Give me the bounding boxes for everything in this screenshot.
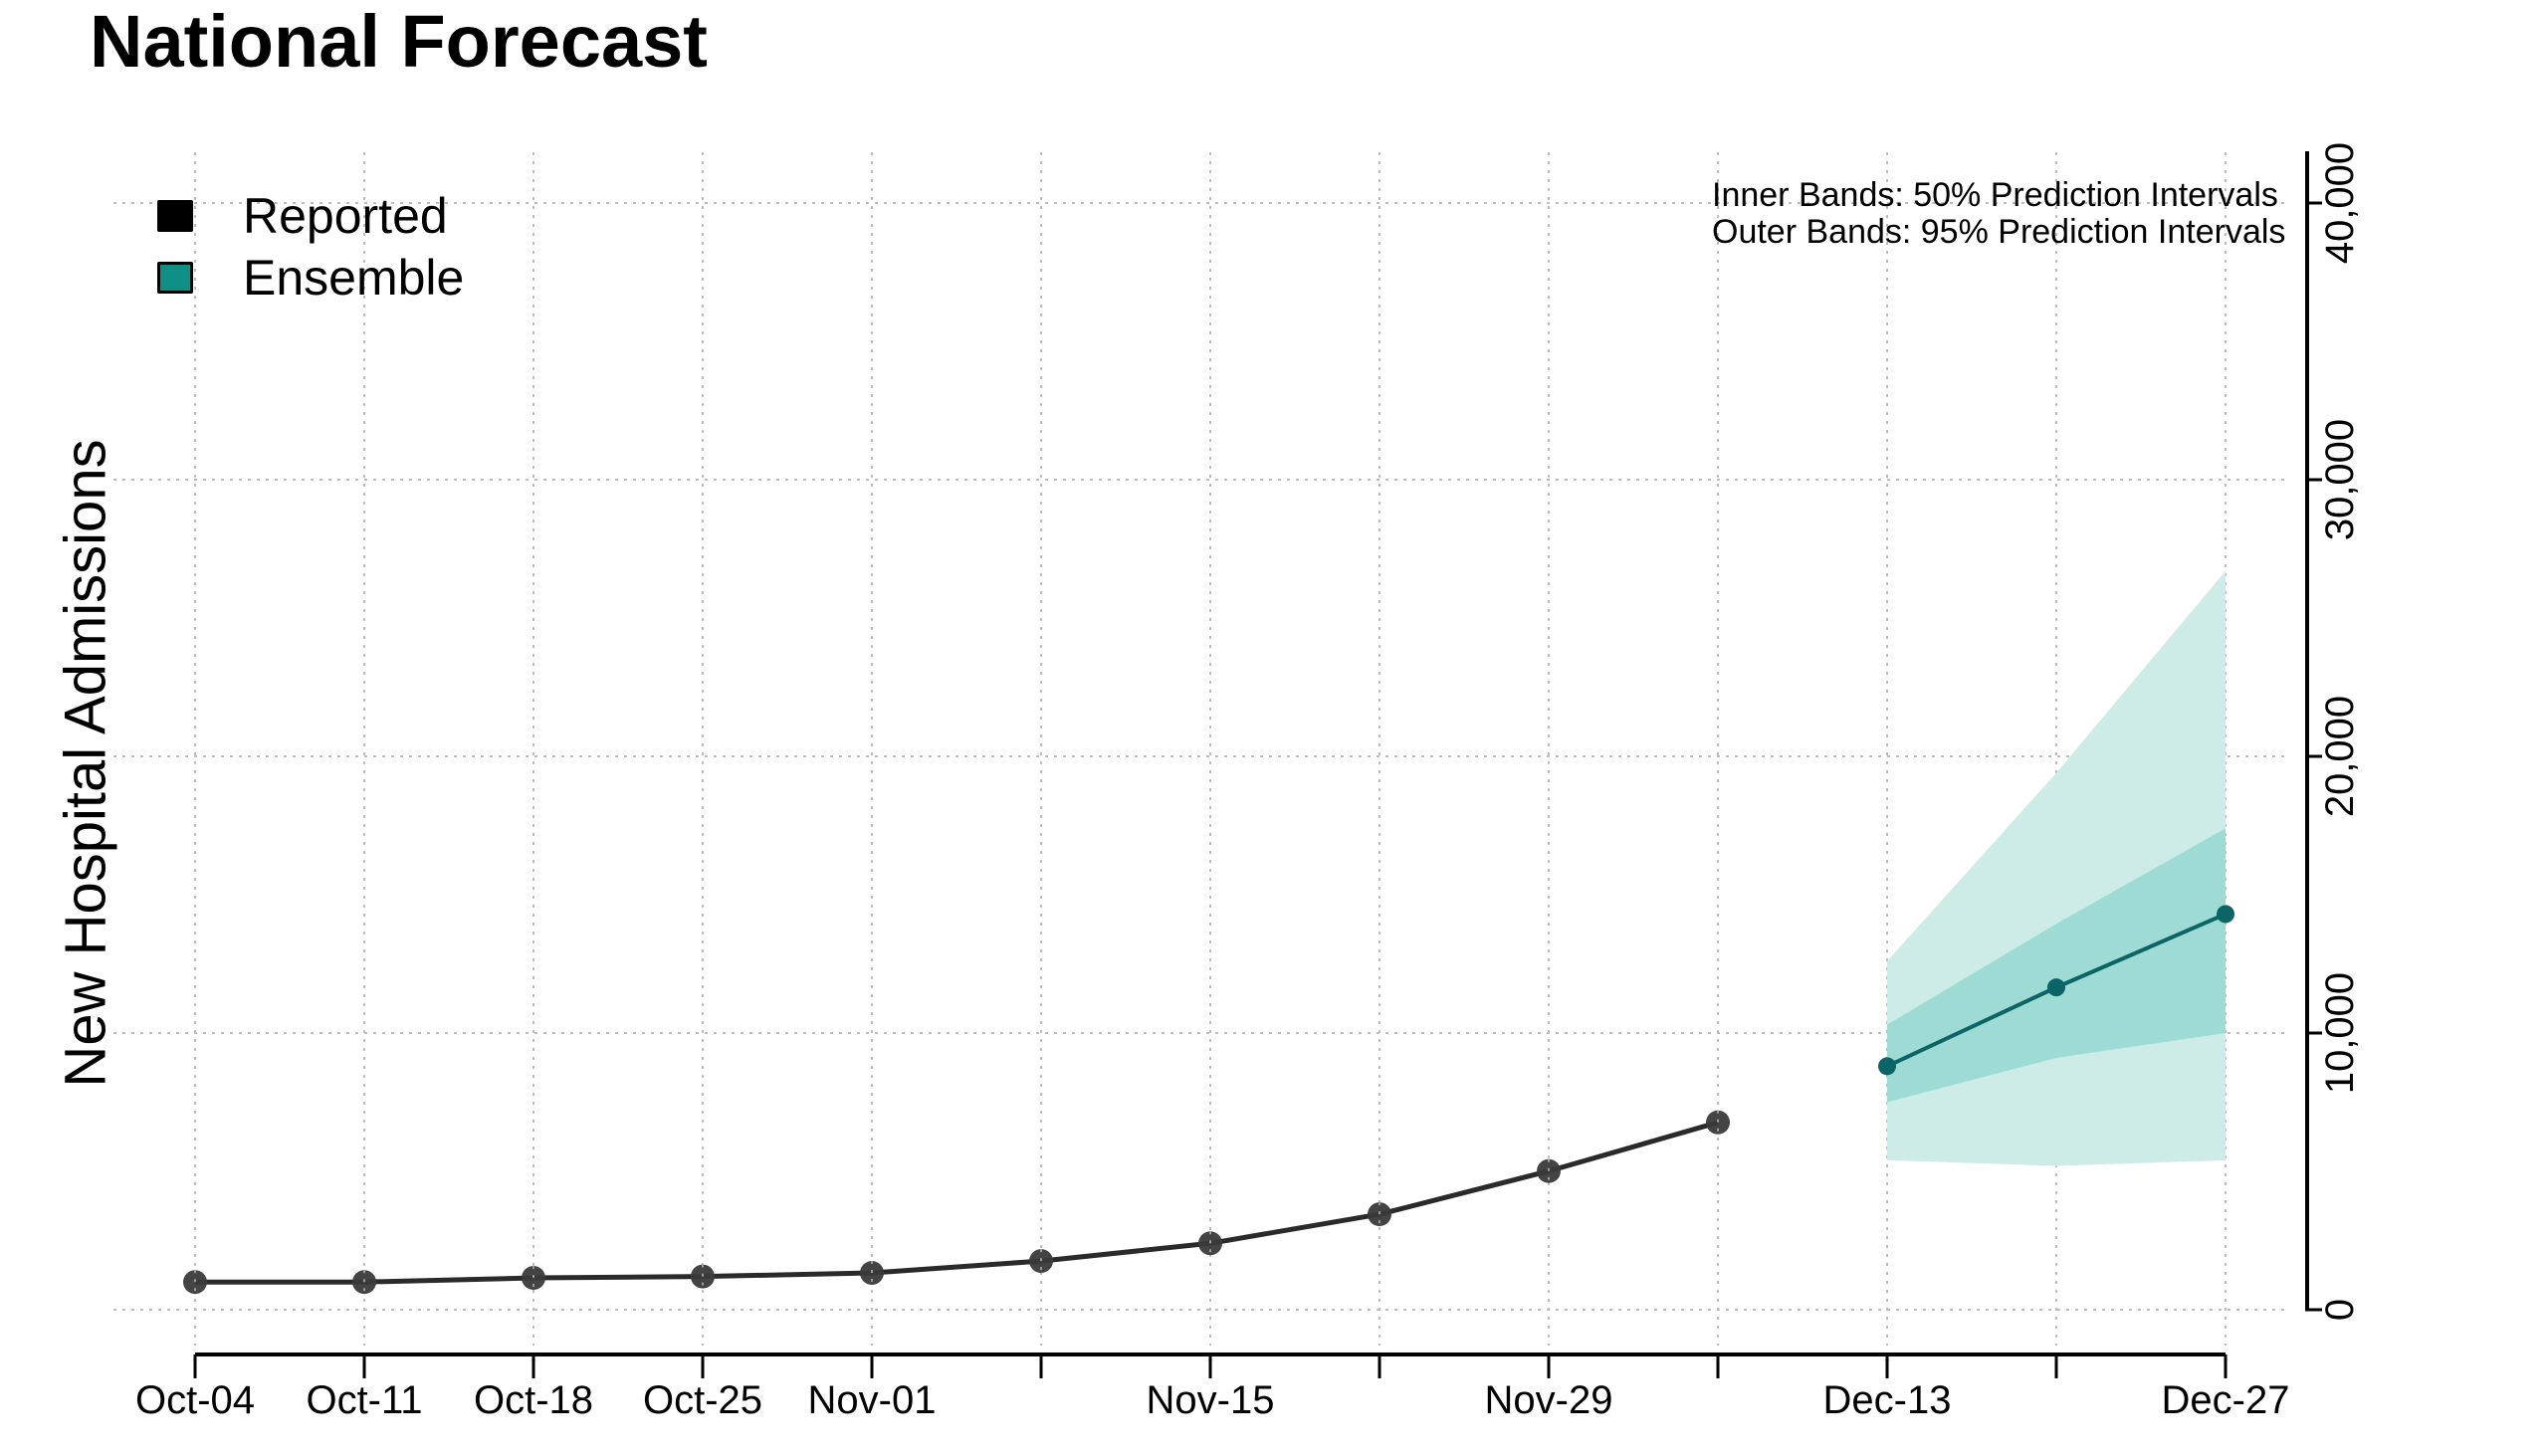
reported-swatch-icon [157, 200, 193, 232]
outer-bands-note: Outer Bands: 95% Prediction Intervals [1712, 213, 2286, 251]
y-tick-label: 10,000 [2318, 972, 2362, 1094]
x-tick-label: Oct-25 [643, 1378, 762, 1422]
x-tick-label: Dec-27 [2162, 1378, 2290, 1422]
prediction-interval-note: Inner Bands: 50% Prediction Intervals Ou… [1712, 177, 2285, 251]
x-tick-label: Nov-29 [1485, 1378, 1613, 1422]
ensemble-point [1878, 1057, 1896, 1076]
y-tick-label: 20,000 [2318, 696, 2362, 817]
y-tick-label: 0 [2318, 1299, 2362, 1321]
legend-label: Reported [243, 188, 448, 244]
prediction-bands [1887, 570, 2226, 1166]
legend: Reported Ensemble [157, 185, 464, 309]
band-50-percent [1887, 828, 2226, 1103]
y-axis-label: New Hospital Admissions [53, 439, 118, 1088]
x-tick-label: Oct-11 [306, 1378, 422, 1422]
reported-line [195, 1120, 1719, 1285]
inner-bands-note: Inner Bands: 50% Prediction Intervals [1712, 176, 2278, 214]
y-axis: 0 10,000 20,000 30,000 40,000 [2305, 142, 2362, 1321]
legend-item-reported: Reported [157, 185, 464, 247]
x-tick-label: Nov-01 [808, 1378, 937, 1422]
x-tick-label: Dec-13 [1823, 1378, 1952, 1422]
gridlines [113, 152, 2289, 1346]
ensemble-point [2047, 978, 2065, 997]
ensemble-point [2217, 905, 2234, 924]
x-axis: Oct-04 Oct-11 Oct-18 Oct-25 Nov-01 Nov-15 Nov-… [135, 1352, 2290, 1422]
x-tick-label: Oct-04 [135, 1378, 255, 1422]
legend-item-ensemble: Ensemble [157, 247, 464, 309]
x-tick-label: Oct-18 [474, 1378, 593, 1422]
chart-title: National Forecast [90, 0, 708, 83]
legend-label: Ensemble [243, 250, 465, 306]
y-tick-label: 30,000 [2318, 419, 2362, 540]
x-tick-label: Nov-15 [1147, 1378, 1275, 1422]
data-series [183, 905, 2234, 1295]
ensemble-swatch-icon [157, 262, 193, 294]
y-tick-label: 40,000 [2318, 142, 2362, 264]
